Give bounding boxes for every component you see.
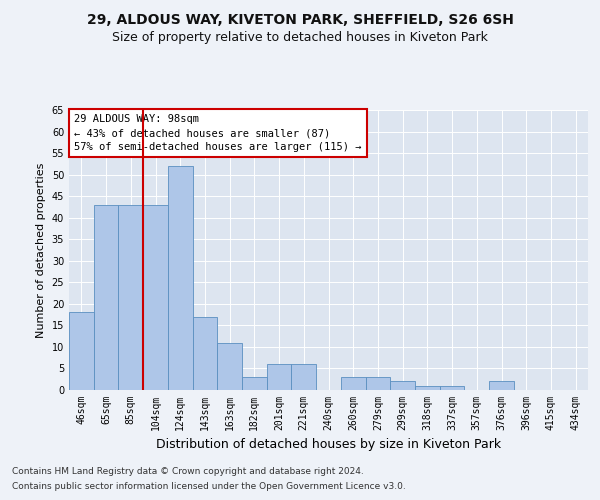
Bar xyxy=(143,205,168,390)
Bar xyxy=(94,205,118,390)
Bar xyxy=(168,166,193,390)
Bar xyxy=(292,364,316,390)
Text: 29 ALDOUS WAY: 98sqm
← 43% of detached houses are smaller (87)
57% of semi-detac: 29 ALDOUS WAY: 98sqm ← 43% of detached h… xyxy=(74,114,362,152)
Bar xyxy=(217,342,242,390)
Bar xyxy=(390,382,415,390)
Bar xyxy=(489,382,514,390)
Bar xyxy=(118,205,143,390)
Text: Size of property relative to detached houses in Kiveton Park: Size of property relative to detached ho… xyxy=(112,31,488,44)
Bar xyxy=(193,317,217,390)
Text: 29, ALDOUS WAY, KIVETON PARK, SHEFFIELD, S26 6SH: 29, ALDOUS WAY, KIVETON PARK, SHEFFIELD,… xyxy=(86,12,514,26)
Bar xyxy=(341,377,365,390)
Bar xyxy=(69,312,94,390)
Bar xyxy=(365,377,390,390)
Text: Contains HM Land Registry data © Crown copyright and database right 2024.: Contains HM Land Registry data © Crown c… xyxy=(12,467,364,476)
Text: Contains public sector information licensed under the Open Government Licence v3: Contains public sector information licen… xyxy=(12,482,406,491)
Bar xyxy=(242,377,267,390)
X-axis label: Distribution of detached houses by size in Kiveton Park: Distribution of detached houses by size … xyxy=(156,438,501,452)
Bar xyxy=(415,386,440,390)
Bar xyxy=(440,386,464,390)
Bar xyxy=(267,364,292,390)
Y-axis label: Number of detached properties: Number of detached properties xyxy=(36,162,46,338)
